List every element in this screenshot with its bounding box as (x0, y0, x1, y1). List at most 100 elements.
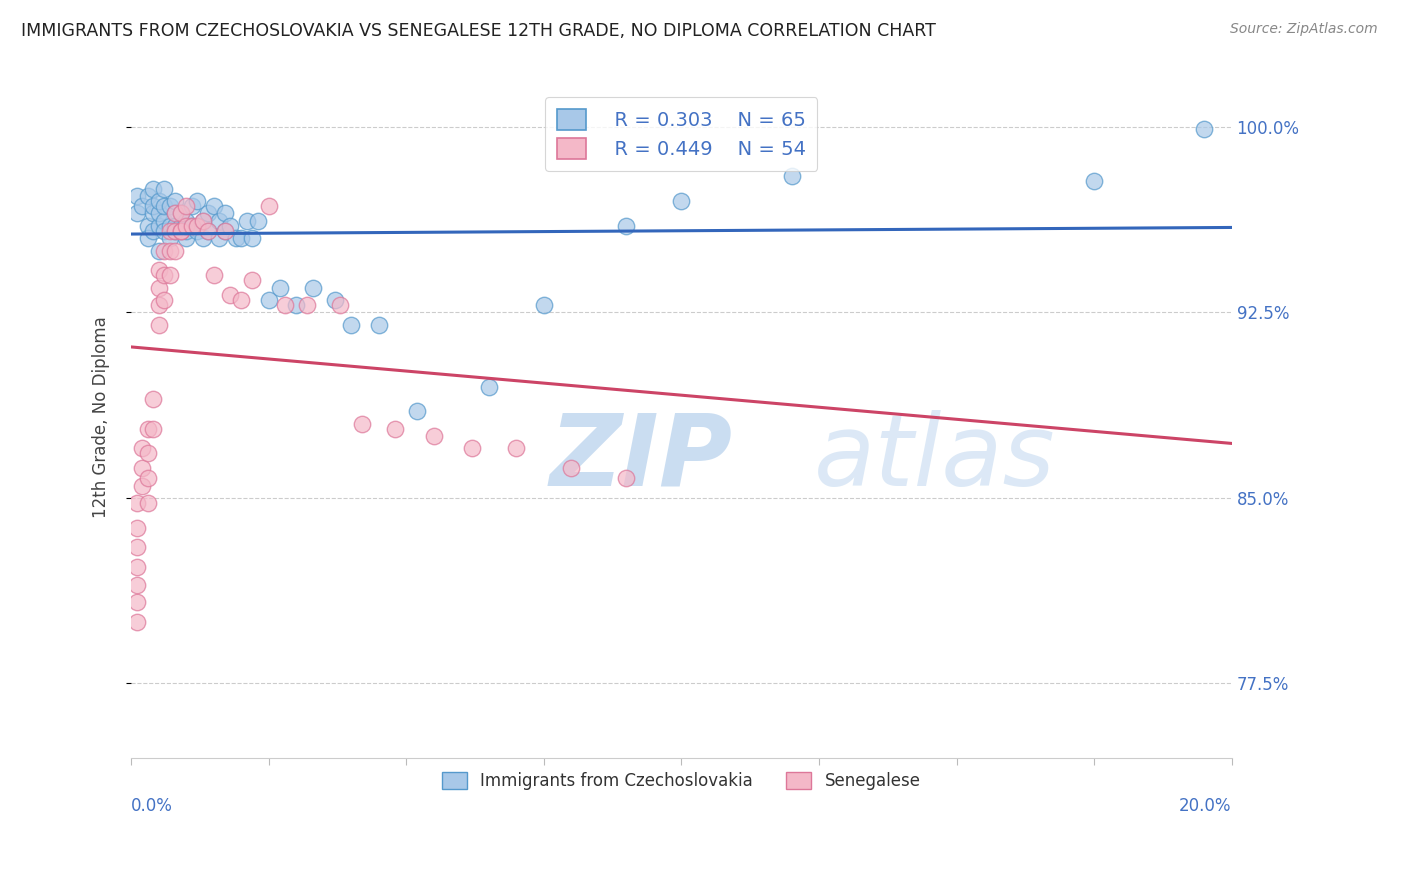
Point (231, 231, 253, 245)
Point (246, 214, 269, 228)
Point (131, 442, 153, 456)
Point (197, 224, 219, 238)
Point (174, 224, 197, 238)
Point (478, 379, 501, 393)
Point (142, 422, 165, 436)
Point (142, 224, 165, 238)
Point (269, 281, 291, 295)
Point (329, 298, 352, 312)
Point (142, 206, 165, 220)
Point (148, 263, 170, 277)
Text: IMMIGRANTS FROM CZECHOSLOVAKIA VS SENEGALESE 12TH GRADE, NO DIPLOMA CORRELATION : IMMIGRANTS FROM CZECHOSLOVAKIA VS SENEGA… (21, 22, 936, 40)
Point (301, 281, 323, 295)
Point (136, 496, 159, 510)
Point (159, 268, 181, 283)
Point (186, 224, 208, 238)
Point (125, 560, 148, 574)
Point (153, 224, 176, 238)
Point (186, 194, 208, 208)
Point (153, 244, 176, 258)
Point (153, 199, 176, 213)
Point (197, 206, 219, 220)
Point (240, 231, 263, 245)
Point (125, 615, 148, 629)
Point (214, 224, 236, 238)
Point (159, 219, 181, 233)
Point (148, 318, 170, 332)
Point (165, 219, 187, 233)
Point (131, 478, 153, 492)
Point (170, 224, 193, 238)
Point (219, 219, 242, 233)
Point (560, 461, 582, 475)
Point (148, 206, 170, 220)
Point (125, 206, 148, 220)
Text: 20.0%: 20.0% (1180, 797, 1232, 814)
Point (384, 422, 406, 436)
Point (153, 268, 176, 283)
Point (153, 293, 176, 307)
Text: 0.0%: 0.0% (131, 797, 173, 814)
Point (367, 318, 389, 332)
Y-axis label: 12th Grade, No Diploma: 12th Grade, No Diploma (93, 317, 110, 518)
Point (125, 496, 148, 510)
Point (131, 461, 153, 475)
Point (225, 231, 247, 245)
Point (165, 206, 187, 220)
Point (616, 219, 638, 233)
Point (159, 231, 181, 245)
Point (125, 595, 148, 609)
Point (297, 298, 319, 312)
Point (202, 268, 225, 283)
Point (165, 206, 187, 220)
Legend: Immigrants from Czechoslovakia, Senegalese: Immigrants from Czechoslovakia, Senegale… (436, 765, 928, 797)
Point (180, 219, 202, 233)
Point (170, 219, 193, 233)
Text: ZIP: ZIP (550, 409, 733, 507)
Point (170, 206, 193, 220)
Point (159, 244, 181, 258)
Point (136, 219, 159, 233)
Point (125, 521, 148, 535)
Point (165, 224, 187, 238)
Point (136, 446, 159, 460)
Point (202, 199, 225, 213)
Point (208, 214, 231, 228)
Point (170, 224, 193, 238)
Point (170, 224, 193, 238)
Point (274, 298, 297, 312)
Point (191, 231, 214, 245)
Point (165, 194, 187, 208)
Point (174, 231, 197, 245)
Point (219, 288, 242, 302)
Point (180, 199, 202, 213)
Point (406, 404, 429, 418)
Point (235, 214, 257, 228)
Point (148, 281, 170, 295)
Point (780, 169, 803, 184)
Point (214, 224, 236, 238)
Point (159, 224, 181, 238)
Point (125, 189, 148, 203)
Point (142, 392, 165, 406)
Point (174, 199, 197, 213)
Point (142, 182, 165, 196)
Point (142, 199, 165, 213)
Point (186, 219, 208, 233)
Point (533, 298, 555, 312)
Point (180, 219, 202, 233)
Point (616, 471, 638, 485)
Point (148, 219, 170, 233)
Point (231, 293, 253, 307)
Point (136, 189, 159, 203)
Point (125, 541, 148, 555)
Point (148, 244, 170, 258)
Point (197, 224, 219, 238)
Point (148, 194, 170, 208)
Point (340, 318, 363, 332)
Text: atlas: atlas (814, 409, 1054, 507)
Point (461, 442, 484, 456)
Point (136, 471, 159, 485)
Point (423, 429, 446, 443)
Point (191, 214, 214, 228)
